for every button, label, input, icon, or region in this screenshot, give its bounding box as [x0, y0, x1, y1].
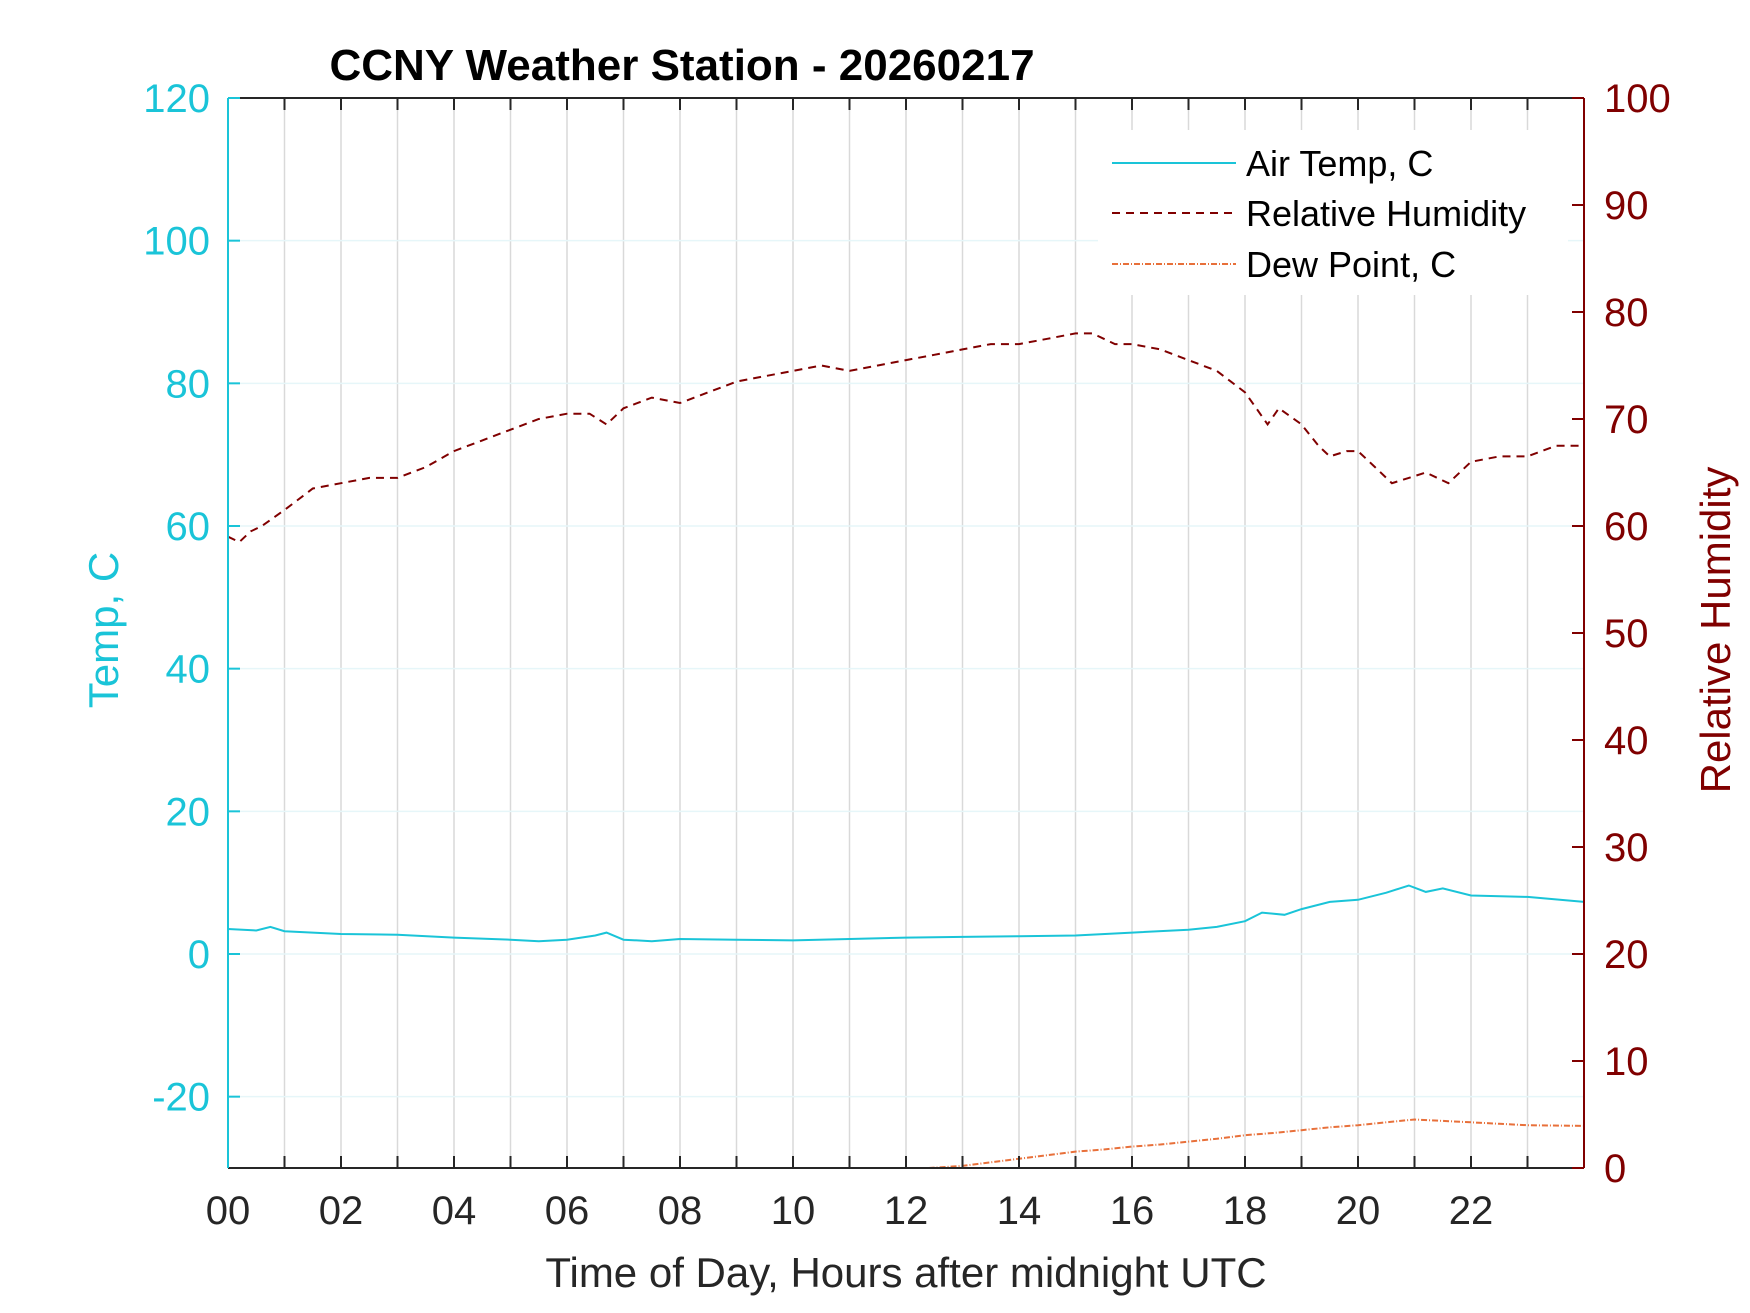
left-tick-label: 40 — [166, 648, 211, 692]
left-tick-label: 80 — [166, 362, 211, 406]
series-line-relative-humidity — [227, 332, 1584, 544]
right-axis-label: Relative Humidity — [1692, 467, 1739, 794]
x-tick-label: 12 — [884, 1189, 929, 1233]
x-tick-label: 10 — [771, 1189, 816, 1233]
right-tick-label: 20 — [1604, 933, 1649, 977]
left-tick-label: 20 — [166, 790, 211, 834]
series-line-air-temp — [227, 884, 1585, 943]
x-tick-label: 00 — [206, 1189, 251, 1233]
right-tick-label: 90 — [1604, 184, 1649, 228]
legend-label-relative-humidity: Relative Humidity — [1246, 193, 1526, 234]
x-tick-label: 16 — [1110, 1189, 1155, 1233]
grid-lines — [228, 97, 1584, 1168]
right-tick-label: 60 — [1604, 505, 1649, 549]
left-tick-label: -20 — [152, 1076, 210, 1120]
x-tick-label: 04 — [432, 1189, 477, 1233]
legend: Air Temp, C Relative Humidity Dew Point,… — [1098, 130, 1568, 295]
legend-label-air-temp: Air Temp, C — [1246, 143, 1433, 184]
x-tick-label: 08 — [658, 1189, 703, 1233]
x-tick-label: 20 — [1336, 1189, 1381, 1233]
axis-ticks: 00 02 04 06 08 10 12 14 16 18 20 22-200204060801001… — [143, 77, 1671, 1233]
x-tick-label: 22 — [1449, 1189, 1494, 1233]
left-tick-label: 60 — [166, 505, 211, 549]
x-tick-label: 14 — [997, 1189, 1042, 1233]
x-tick-label: 02 — [319, 1189, 364, 1233]
right-tick-label: 80 — [1604, 291, 1649, 335]
right-tick-label: 30 — [1604, 826, 1649, 870]
x-tick-label: 06 — [545, 1189, 590, 1233]
right-tick-label: 100 — [1604, 77, 1671, 121]
chart-title: CCNY Weather Station - 20260217 — [329, 41, 1034, 90]
right-tick-label: 40 — [1604, 719, 1649, 763]
x-tick-label: 18 — [1223, 1189, 1268, 1233]
left-axis-label: Temp, C — [80, 552, 127, 708]
legend-background — [1098, 130, 1568, 295]
left-tick-label: 0 — [188, 933, 210, 977]
right-tick-label: 10 — [1604, 1040, 1649, 1084]
right-tick-label: 0 — [1604, 1147, 1626, 1191]
legend-label-dew-point: Dew Point, C — [1246, 244, 1456, 285]
left-tick-label: 120 — [143, 77, 210, 121]
x-axis-label: Time of Day, Hours after midnight UTC — [545, 1249, 1266, 1296]
right-tick-label: 70 — [1604, 398, 1649, 442]
data-series — [227, 332, 1585, 1169]
left-tick-label: 100 — [143, 220, 210, 264]
right-tick-label: 50 — [1604, 612, 1649, 656]
